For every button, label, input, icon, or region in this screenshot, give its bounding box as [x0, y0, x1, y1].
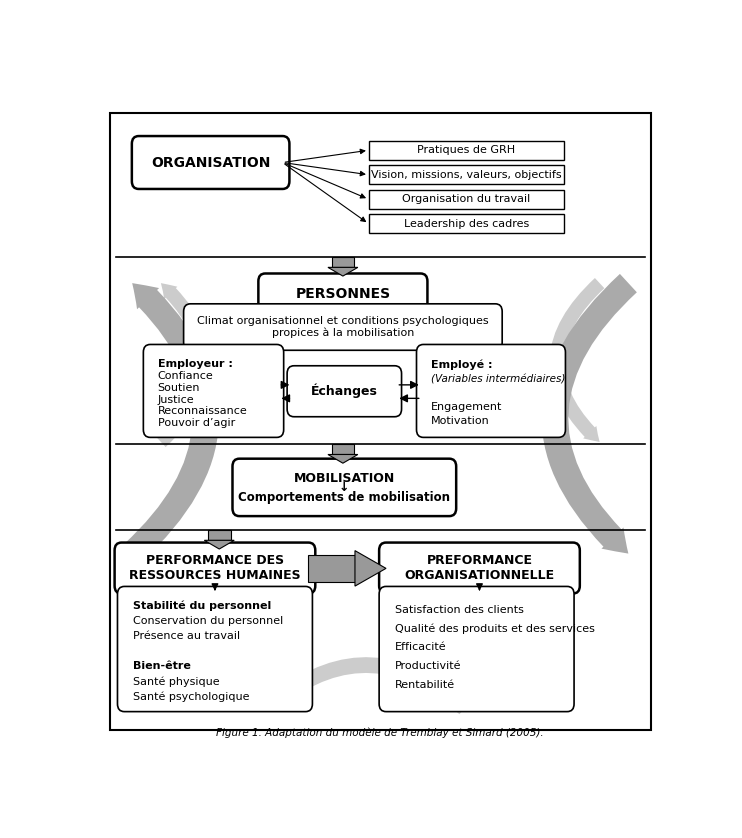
Text: Motivation: Motivation — [431, 416, 490, 427]
FancyArrowPatch shape — [542, 274, 637, 554]
Text: Conservation du personnel: Conservation du personnel — [133, 616, 283, 626]
Text: Justice: Justice — [158, 395, 194, 405]
FancyBboxPatch shape — [114, 542, 315, 593]
FancyArrowPatch shape — [267, 657, 470, 714]
Bar — [208, 530, 231, 541]
FancyBboxPatch shape — [183, 304, 502, 350]
Bar — [369, 165, 565, 184]
Polygon shape — [355, 551, 386, 586]
Text: Pratiques de GRH: Pratiques de GRH — [418, 145, 516, 155]
FancyArrowPatch shape — [550, 278, 604, 442]
Text: PREFORMANCE
ORGANISATIONNELLE: PREFORMANCE ORGANISATIONNELLE — [404, 554, 554, 582]
Text: Santé physique: Santé physique — [133, 676, 220, 686]
Text: Satisfaction des clients: Satisfaction des clients — [395, 604, 524, 614]
Text: Qualité des produits et des services: Qualité des produits et des services — [395, 623, 594, 634]
Text: PERFORMANCE DES
RESSOURCES HUMAINES: PERFORMANCE DES RESSOURCES HUMAINES — [129, 554, 301, 582]
Text: ↓: ↓ — [339, 481, 349, 494]
Polygon shape — [328, 454, 358, 463]
Bar — [332, 256, 354, 267]
Text: Vision, missions, valeurs, objectifs: Vision, missions, valeurs, objectifs — [371, 170, 562, 180]
Text: PERSONNES: PERSONNES — [295, 287, 390, 301]
Text: Stabilité du personnel: Stabilité du personnel — [133, 601, 272, 612]
Text: ORGANISATION: ORGANISATION — [151, 156, 270, 169]
FancyBboxPatch shape — [258, 273, 427, 315]
Text: Confiance: Confiance — [158, 370, 214, 380]
Text: Engagement: Engagement — [431, 402, 502, 412]
FancyBboxPatch shape — [379, 542, 580, 593]
Text: Pouvoir d’agir: Pouvoir d’agir — [158, 418, 235, 428]
Text: Productivité: Productivité — [395, 661, 461, 671]
Bar — [332, 444, 354, 454]
Text: Reconnaissance: Reconnaissance — [158, 406, 248, 416]
Polygon shape — [204, 541, 234, 549]
Bar — [369, 189, 565, 209]
Text: Employeur :: Employeur : — [158, 359, 232, 369]
Text: Leadership des cadres: Leadership des cadres — [404, 219, 529, 229]
FancyBboxPatch shape — [379, 587, 574, 711]
Polygon shape — [328, 267, 358, 276]
Text: Bien-être: Bien-être — [133, 661, 191, 671]
Text: Climat organisationnel et conditions psychologiques
propices à la mobilisation: Climat organisationnel et conditions psy… — [197, 316, 489, 339]
FancyBboxPatch shape — [132, 136, 289, 189]
Text: Soutien: Soutien — [158, 383, 200, 392]
FancyBboxPatch shape — [232, 458, 456, 516]
FancyArrowPatch shape — [124, 283, 219, 563]
Text: Échanges: Échanges — [311, 384, 378, 399]
Text: MOBILISATION: MOBILISATION — [294, 472, 395, 484]
Text: Présence au travail: Présence au travail — [133, 631, 240, 641]
FancyArrowPatch shape — [157, 283, 211, 447]
Text: Efficacité: Efficacité — [395, 643, 446, 653]
FancyBboxPatch shape — [287, 365, 401, 416]
Bar — [309, 555, 355, 582]
FancyBboxPatch shape — [117, 587, 312, 711]
FancyBboxPatch shape — [110, 113, 651, 730]
Text: Santé psychologique: Santé psychologique — [133, 691, 249, 701]
FancyBboxPatch shape — [416, 344, 565, 437]
Text: Rentabilité: Rentabilité — [395, 680, 455, 691]
Text: Comportements de mobilisation: Comportements de mobilisation — [238, 491, 450, 504]
Text: Organisation du travail: Organisation du travail — [402, 194, 531, 204]
Bar — [369, 141, 565, 160]
Text: Figure 1. Adaptation du modèle de Tremblay et Simard (2005).: Figure 1. Adaptation du modèle de Trembl… — [217, 727, 544, 738]
Text: Employé :: Employé : — [431, 360, 493, 370]
Text: (Variables intermédiaires): (Variables intermédiaires) — [431, 374, 565, 384]
Bar — [369, 215, 565, 234]
FancyBboxPatch shape — [143, 344, 283, 437]
